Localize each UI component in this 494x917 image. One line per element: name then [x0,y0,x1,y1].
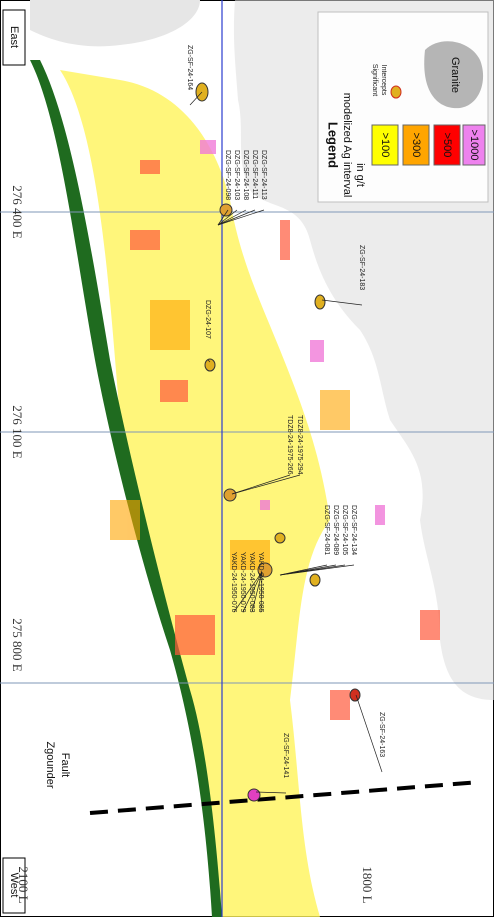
leader-line [251,571,263,613]
grid-label: 276 100 E [10,405,25,459]
legend-swatch [462,124,486,166]
drill-hole-label: DZG-SF-24-103 [233,150,240,200]
drill-hole-label: DZG-SF-24-098 [224,150,231,200]
leader-line [355,694,383,773]
legend-swatch [402,124,430,166]
legend-swatch [371,124,399,166]
leader-line [217,209,247,226]
level-label: 1800 L [360,866,375,903]
drill-hole-label: DZG-24-107 [204,300,211,339]
west-label: West [8,873,20,898]
leader-line [207,359,211,363]
drill-hole-label: DZG-SF-24-089 [332,505,339,555]
drill-hole-label: YAKD-24-1950-079 [239,552,246,613]
legend-intercepts: Significant [371,64,378,96]
legend-granite: Granite [449,57,461,93]
fault-label: Zgounder [44,741,56,788]
legend-title: Legend [326,122,341,168]
granite-swatch [424,41,484,109]
intercept-swatch [390,85,402,99]
mid-grade-spots [110,300,350,570]
leader-line [217,209,229,226]
fault-label: Fault [59,753,71,777]
leader-line [255,791,287,794]
leader-line [217,209,238,226]
surface-strip [30,60,222,917]
high-grade-spots [130,160,440,720]
leader-line [217,209,256,226]
grid-label: 275 800 E [10,618,25,672]
drill-hole-label: ZG-SF-24-164 [186,45,193,90]
drill-hole-label: YAKD-24-1950-085 [257,552,264,613]
drill-hole-label: TDZ8-24-1975-266 [286,415,293,475]
leader-line [242,571,263,613]
east-box [2,9,26,66]
leader-line [279,564,355,576]
ore-zone [60,70,330,917]
legend-subtitle: in g/t [354,163,366,187]
legend: Granite Significant Intercepts Legend mo… [317,11,489,203]
legend-grade: >300 [410,133,422,158]
leader-line [231,474,301,495]
leader-line [217,209,265,226]
drill-hole-label: DZG-SF-24-134 [350,505,357,555]
leader-line [189,91,203,106]
legend-grade: >1000 [468,130,480,161]
legend-grade: >100 [379,133,391,158]
drill-hole-label: ZG-SF-24-183 [358,245,365,290]
drill-hole-label: DZG-SF-24-081 [323,505,330,555]
drill-hole-label: DZG-SF-24-108 [242,150,249,200]
legend-subtitle: modelized Ag interval [341,93,353,198]
leader-line [231,474,291,495]
drill-hole-label: DZG-SF-24-111 [251,150,258,199]
legend-swatch [433,124,461,166]
drill-hole-label: DZG-SF-24-113 [260,150,267,200]
surface-area [30,0,200,47]
legend-grade: >500 [441,133,453,158]
leader-line [260,571,263,613]
grid-lines [0,211,494,684]
east-label: East [8,26,20,48]
drill-hole-label: YAKD-24-1950-083 [248,552,255,613]
drill-hole-label: ZG-SF-24-163 [378,712,385,757]
level-label: 2100 L [16,866,31,903]
drill-hole-label: ZG-SF-24-141 [282,733,289,778]
fault-line [89,780,481,815]
very-high-grade-spots [200,140,385,525]
intercept-markers [195,82,361,802]
drill-hole-label: TDZ8-24-1975-294 [296,415,303,475]
west-box [2,857,26,914]
leader-line [233,571,263,613]
drill-hole-label: YAKD-24-1950-076 [230,552,237,613]
legend-intercepts: Intercepts [380,65,387,96]
grid-label: 276 400 E [10,185,25,239]
leader-line [321,299,363,306]
drill-hole-label: DZG-SF-24-105 [341,505,348,555]
